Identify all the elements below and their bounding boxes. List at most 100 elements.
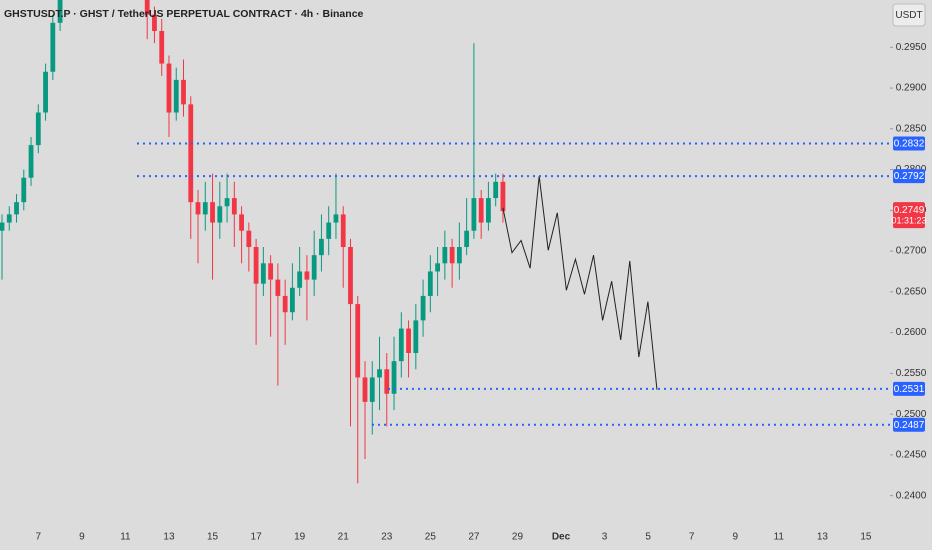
candle-body: [442, 247, 448, 264]
candle-body: [50, 22, 56, 72]
candle-body: [275, 279, 281, 296]
x-tick-label: 13: [817, 532, 829, 543]
candle-body: [348, 247, 353, 305]
x-tick-label: Dec: [552, 532, 571, 543]
candle-body: [268, 263, 274, 280]
candle-body: [239, 214, 244, 231]
x-tick-label: 9: [732, 532, 738, 543]
candle-body: [253, 247, 259, 284]
candle-body: [478, 198, 484, 223]
candle-body: [43, 71, 48, 113]
candle-body: [231, 198, 237, 215]
y-tick-label: 0.2650: [896, 286, 927, 297]
candle-body: [377, 369, 382, 378]
candle-body: [413, 320, 419, 353]
candle-body: [304, 271, 310, 280]
candle-body: [333, 214, 339, 223]
plot-area: [0, 0, 658, 484]
candle-body: [384, 369, 390, 394]
x-tick-label: 27: [468, 532, 480, 543]
candle-body: [297, 271, 303, 288]
x-tick-label: 11: [774, 532, 785, 543]
candle-body: [391, 361, 397, 394]
candle-body: [500, 181, 506, 212]
candle-body: [57, 0, 63, 23]
candle-body: [188, 104, 194, 203]
candle-body: [398, 328, 404, 362]
candle-body: [144, 0, 150, 15]
y-tick-label: 0.2400: [896, 490, 927, 501]
x-tick-label: 17: [251, 532, 263, 543]
candle-body: [202, 202, 208, 215]
level-label: 0.2487: [894, 420, 925, 431]
projection-line: [502, 176, 658, 390]
candle-body: [224, 198, 230, 207]
candle-body: [427, 271, 433, 296]
x-tick-label: 9: [79, 532, 85, 543]
x-tick-label: 21: [338, 532, 350, 543]
candle-body: [152, 14, 157, 31]
x-tick-label: 7: [689, 532, 695, 543]
candle-body: [435, 263, 440, 272]
y-tick-label: 0.2450: [896, 450, 927, 461]
x-tick-label: 13: [163, 532, 175, 543]
x-tick-label: 23: [381, 532, 393, 543]
candle-body: [464, 230, 470, 248]
x-tick-label: 7: [36, 532, 42, 543]
candle-body: [6, 214, 12, 223]
candle-body: [456, 247, 462, 264]
candle-body: [326, 222, 332, 239]
candle-body: [246, 230, 252, 248]
candle-body: [290, 287, 295, 313]
candle-body: [21, 177, 27, 203]
candle-body: [340, 214, 346, 248]
y-tick-label: 0.2550: [896, 368, 927, 379]
candle-body: [369, 377, 375, 402]
candle-body: [362, 377, 368, 402]
x-tick-label: 3: [602, 532, 608, 543]
level-badge: [893, 381, 925, 396]
y-tick-label: 0.2500: [896, 409, 927, 420]
candle-body: [319, 238, 324, 256]
countdown-label: 01:31:23: [891, 216, 926, 226]
candle-body: [159, 30, 165, 64]
chart-title: GHSTUSDT.P · GHST / TetherUS PERPETUAL C…: [4, 8, 364, 20]
candle-body: [35, 112, 41, 146]
level-badge: [893, 136, 925, 151]
candle-body: [311, 255, 317, 280]
y-tick-label: 0.2950: [896, 42, 927, 53]
last-price-badge: [893, 202, 925, 229]
x-tick-label: 29: [512, 532, 524, 543]
x-tick-label: 15: [207, 532, 219, 543]
candle-body: [406, 328, 411, 353]
level-label: 0.2832: [894, 139, 925, 150]
y-tick-label: 0.2600: [896, 327, 927, 338]
candle-body: [260, 263, 266, 284]
candle-body: [355, 304, 361, 378]
x-tick-label: 19: [294, 532, 306, 543]
candle-body: [210, 202, 215, 223]
candle-body: [181, 79, 186, 105]
candle-body: [486, 198, 491, 223]
currency-label: USDT: [895, 10, 922, 21]
candle-body: [166, 63, 172, 113]
y-tick-label: 0.2900: [896, 83, 927, 94]
candle-body: [471, 198, 477, 231]
candle-body: [14, 202, 19, 215]
currency-box[interactable]: [892, 3, 926, 27]
level-label: 0.2792: [894, 171, 925, 182]
x-tick-label: 5: [645, 532, 651, 543]
level-label: 0.2531: [894, 384, 925, 395]
candle-body: [0, 222, 5, 231]
candle-body: [420, 295, 426, 321]
x-tick-label: 11: [120, 532, 131, 543]
y-tick-label: 0.2700: [896, 246, 927, 257]
level-badge: [893, 169, 925, 184]
candle-body: [173, 79, 179, 113]
candle-body: [28, 145, 34, 178]
x-tick-label: 25: [425, 532, 437, 543]
y-tick-label: 0.2850: [896, 123, 927, 134]
x-tick-label: 15: [860, 532, 872, 543]
